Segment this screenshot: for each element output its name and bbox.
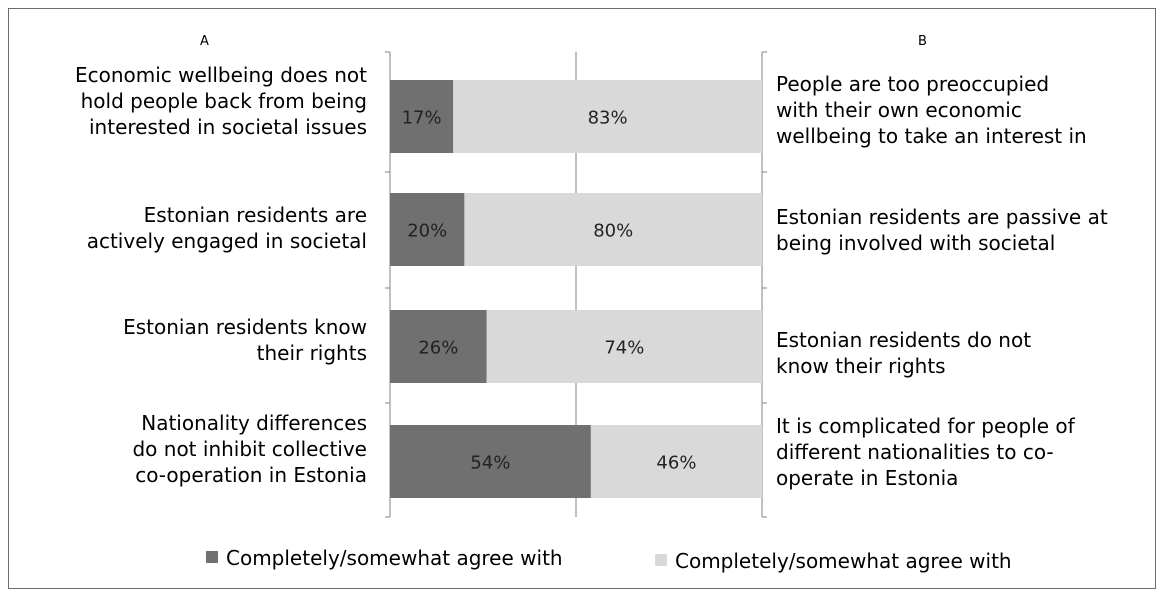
statement-b-2: Estonian residents do not know their rig… (776, 328, 1032, 378)
statement-b-1: Estonian residents are passive at being … (776, 205, 1108, 255)
legend-swatch-series-1 (206, 551, 218, 563)
bar-segment-series-1-row-3 (390, 425, 591, 498)
column-header-b: B (918, 34, 927, 49)
legend-item-series-2: Completely/somewhat agree with (655, 548, 1012, 574)
legend-swatch-series-2 (655, 554, 667, 566)
data-label-series-2-row-2: 74% (604, 338, 644, 359)
bar-segment-series-1-row-0 (390, 80, 454, 153)
statement-a-1: Estonian residents are actively engaged … (86, 203, 367, 253)
bar-segment-series-2-row-2 (486, 310, 762, 383)
statement-a-2: Estonian residents know their rights (123, 315, 367, 365)
bar-segment-series-1-row-2 (390, 310, 487, 383)
statement-b-3: It is complicated for people of differen… (776, 414, 1075, 490)
data-label-series-1-row-3: 54% (470, 453, 510, 474)
legend-label-series-1: Completely/somewhat agree with (226, 546, 563, 570)
bar-segment-series-2-row-3 (590, 425, 762, 498)
data-label-series-2-row-0: 83% (588, 108, 628, 129)
bar-segment-series-2-row-1 (464, 193, 762, 266)
column-header-a: A (200, 34, 209, 49)
statement-b-0: People are too preoccupied with their ow… (776, 72, 1087, 148)
legend-item-series-1: Completely/somewhat agree with (206, 545, 563, 571)
bar-segment-series-2-row-0 (453, 80, 762, 153)
data-label-series-2-row-1: 80% (593, 221, 633, 242)
statement-a-3: Nationality differences do not inhibit c… (132, 411, 367, 487)
statement-a-0: Economic wellbeing does not hold people … (74, 63, 367, 139)
data-label-series-1-row-2: 26% (418, 338, 458, 359)
bar-segment-series-1-row-1 (390, 193, 465, 266)
data-label-series-1-row-0: 17% (402, 108, 442, 129)
data-label-series-2-row-3: 46% (656, 453, 696, 474)
legend-label-series-2: Completely/somewhat agree with (675, 549, 1012, 573)
data-label-series-1-row-1: 20% (407, 221, 447, 242)
